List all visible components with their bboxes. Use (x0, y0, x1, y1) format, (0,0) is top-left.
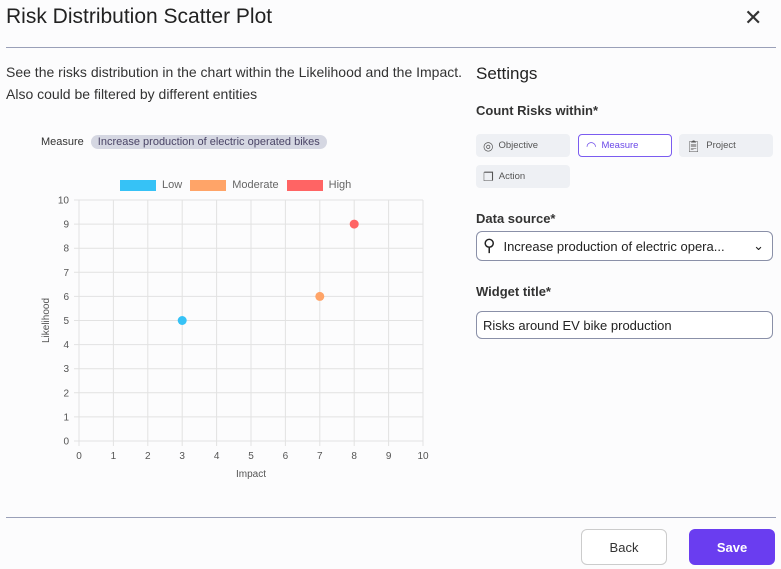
divider (6, 517, 776, 518)
divider (6, 47, 776, 48)
y-tick-label: 4 (63, 340, 69, 351)
entity-objective[interactable]: ◎ Objective (476, 134, 570, 157)
x-tick-label: 2 (145, 451, 151, 462)
x-tick-label: 1 (111, 451, 117, 462)
y-tick-label: 9 (63, 220, 69, 231)
x-tick-label: 6 (283, 451, 289, 462)
widget-title-label: Widget title* (476, 284, 551, 299)
description: See the risks distribution in the chart … (6, 64, 463, 102)
legend-moderate[interactable]: Moderate (190, 179, 279, 191)
x-tick-label: 3 (179, 451, 185, 462)
x-tick-label: 5 (248, 451, 254, 462)
y-tick-label: 8 (63, 244, 69, 255)
close-icon[interactable]: ✕ (744, 5, 763, 30)
settings-title: Settings (476, 64, 538, 83)
x-tick-label: 9 (386, 451, 392, 462)
gauge-icon: ◠ (586, 138, 597, 153)
scatter-chart: 0 1 2 3 4 5 6 7 8 9 10 0 1 2 3 4 5 6 7 8 9 10 Impact Likelihood (41, 196, 429, 481)
dialog-title: Risk Distribution Scatter Plot (6, 5, 273, 28)
data-point-moderate (315, 291, 325, 301)
widget-title-input[interactable]: Risks around EV bike production (476, 311, 773, 339)
x-tick-label: 7 (317, 451, 323, 462)
y-tick-label: 7 (63, 268, 69, 279)
save-button[interactable]: Save (689, 529, 775, 565)
back-button[interactable]: Back (581, 529, 667, 565)
y-axis-title: Likelihood (41, 298, 52, 343)
entity-project[interactable]: 📋︎ Project (679, 134, 773, 157)
measure-pill: Increase production of electric operated… (90, 135, 327, 149)
clipboard-icon: 📋︎ (686, 138, 702, 153)
y-tick-label: 6 (63, 292, 69, 303)
y-tick-label: 3 (63, 364, 69, 375)
y-tick-label: 5 (63, 316, 69, 327)
entity-action[interactable]: ❐ Action (476, 165, 570, 188)
chevron-down-icon: ⌄ (753, 238, 764, 253)
search-icon: ⚲ (483, 236, 496, 255)
data-source-label: Data source* (476, 211, 556, 226)
cards-icon: ❐ (483, 169, 494, 184)
x-tick-label: 8 (351, 451, 357, 462)
x-axis-title: Impact (236, 469, 266, 480)
target-icon: ◎ (483, 138, 494, 153)
y-tick-label: 0 (63, 437, 69, 448)
y-tick-label: 10 (58, 196, 70, 207)
x-tick-label: 0 (76, 451, 82, 462)
legend-high[interactable]: High (286, 179, 351, 191)
x-tick-label: 4 (214, 451, 220, 462)
count-risks-label: Count Risks within* (476, 103, 599, 118)
data-point-high (349, 219, 359, 229)
data-source-select[interactable]: ⚲ Increase production of electric opera.… (476, 231, 773, 261)
measure-filter: Measure Increase production of electric … (41, 135, 327, 149)
legend-low[interactable]: Low (120, 179, 182, 191)
measure-label: Measure (41, 136, 84, 148)
entity-measure[interactable]: ◠ Measure (578, 134, 672, 157)
y-tick-label: 1 (63, 412, 69, 423)
y-tick-label: 2 (63, 388, 69, 399)
x-tick-label: 10 (417, 451, 429, 462)
data-point-low (177, 316, 187, 325)
chart-legend: Low Moderate High (120, 179, 351, 191)
